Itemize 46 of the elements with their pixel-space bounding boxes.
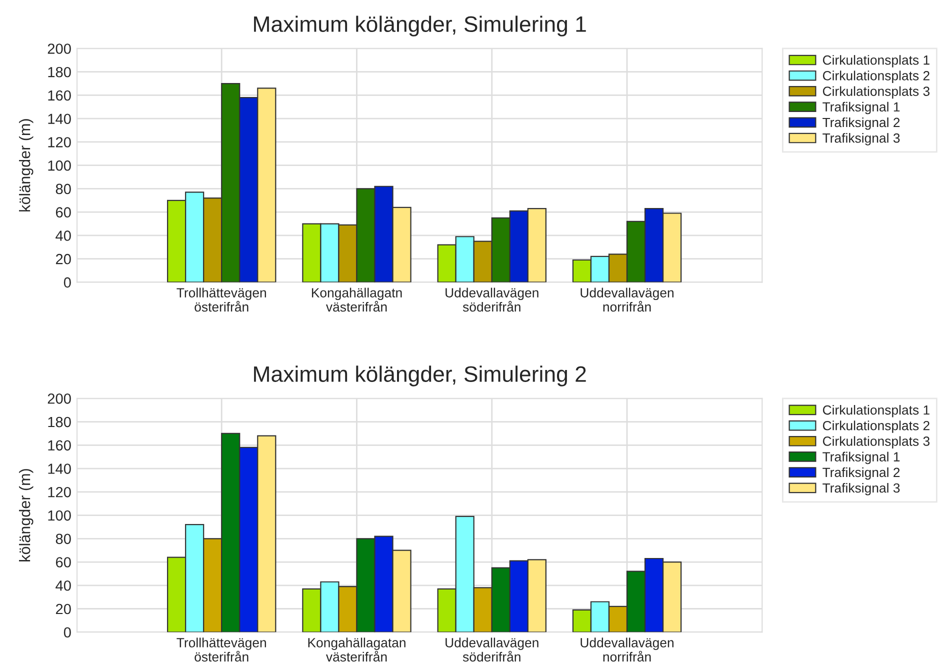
x-tick-label: Uddevallavägen söderifrån — [446, 638, 538, 662]
x-tick-label: Trollhättevägen österifrån — [176, 638, 266, 662]
x-tick-label: Kongahällagatn västerifrån — [312, 288, 402, 312]
y-tick-label: 20 — [56, 254, 71, 264]
y-tick-label: 40 — [56, 580, 71, 591]
y-tick-label: 100 — [48, 160, 71, 171]
x-tick-label: Kongahällagatan västerifrån — [308, 638, 406, 662]
y-tick-label: 60 — [56, 207, 71, 218]
y-tick-label: 40 — [56, 230, 71, 241]
legend-label: Cirkulationsplats 2 — [822, 70, 930, 83]
y-tick-label: 0 — [64, 627, 71, 638]
y-tick-label: 20 — [56, 604, 71, 614]
chart-title: Maximum kölängder, Simulering 1 — [254, 16, 586, 36]
y-tick-label: 60 — [56, 557, 71, 568]
legend-label: Cirkulationsplats 1 — [822, 404, 930, 418]
y-tick-label: 80 — [56, 534, 71, 544]
y-tick-label: 80 — [56, 184, 71, 194]
legend-label: Trafiksignal 2 — [822, 117, 900, 130]
y-tick-label: 140 — [48, 114, 71, 124]
legend-label: Trafiksignal 1 — [822, 452, 900, 464]
legend-label: Trafiksignal 3 — [822, 482, 900, 496]
y-tick-label: 140 — [48, 464, 71, 474]
y-tick-label: 0 — [64, 277, 71, 288]
legend-label: Cirkulationsplats 2 — [822, 420, 930, 433]
y-axis-title: kölängder (m) — [19, 469, 34, 562]
y-tick-label: 200 — [48, 394, 71, 404]
chart-title: Maximum kölängder, Simulering 2 — [254, 366, 586, 386]
legend-label: Trafiksignal 1 — [822, 102, 900, 114]
y-tick-label: 120 — [48, 137, 71, 148]
legend-label: Cirkulationsplats 3 — [822, 436, 930, 448]
legend-label: Cirkulationsplats 3 — [822, 86, 930, 99]
y-tick-label: 180 — [48, 416, 71, 428]
y-tick-label: 120 — [48, 486, 71, 498]
x-tick-label: Trollhättevägen österifrån — [176, 288, 266, 312]
y-axis-title: kölängder (m) — [19, 119, 34, 212]
legend-label: Trafiksignal 2 — [822, 467, 900, 480]
y-tick-label: 100 — [48, 510, 71, 521]
y-tick-label: 160 — [48, 90, 71, 101]
legend-label: Cirkulationsplats 1 — [822, 55, 930, 68]
x-tick-label: Uddevallavägen norrifrån — [580, 638, 674, 662]
x-tick-label: Uddevallavägen norrifrån — [580, 288, 674, 312]
y-tick-label: 160 — [48, 440, 71, 451]
y-tick-label: 200 — [48, 44, 71, 54]
legend-label: Trafiksignal 3 — [822, 133, 900, 146]
y-tick-label: 180 — [48, 66, 71, 78]
x-tick-label: Uddevallavägen söderifrån — [446, 288, 538, 312]
